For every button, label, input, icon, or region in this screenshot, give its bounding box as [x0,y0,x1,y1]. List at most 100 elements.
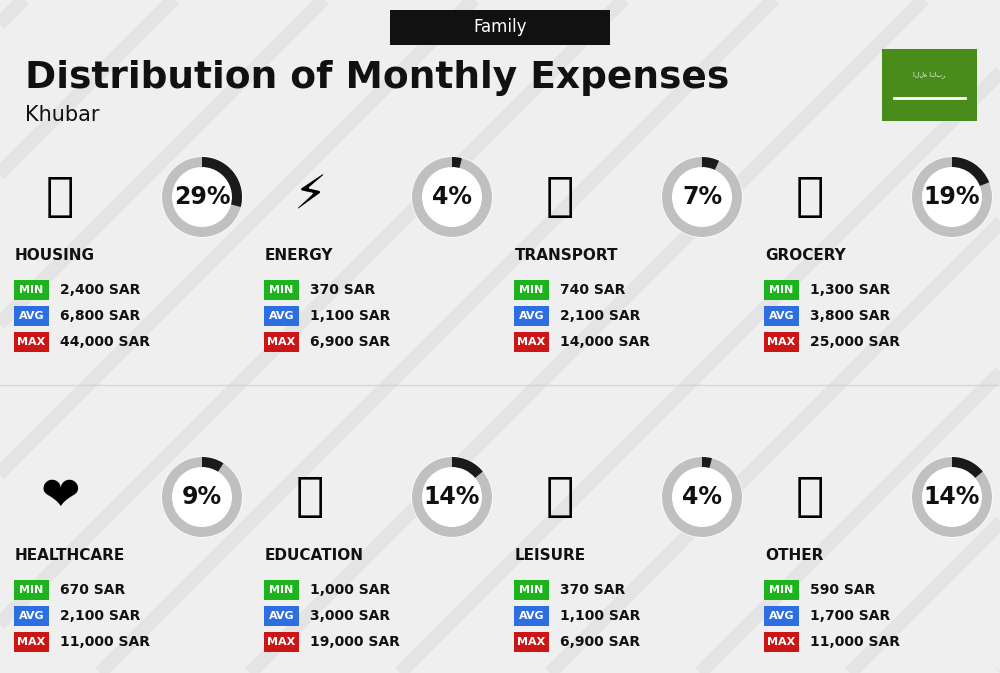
FancyBboxPatch shape [764,632,799,651]
FancyBboxPatch shape [514,280,549,299]
Text: 14%: 14% [424,485,480,509]
Polygon shape [162,157,242,237]
Text: MIN: MIN [19,285,44,295]
Wedge shape [202,157,242,207]
Text: 11,000 SAR: 11,000 SAR [810,635,900,649]
Text: 3,000 SAR: 3,000 SAR [310,609,390,623]
Text: MIN: MIN [269,285,294,295]
Wedge shape [412,457,492,537]
Text: 14,000 SAR: 14,000 SAR [560,335,650,349]
FancyBboxPatch shape [264,580,299,600]
Text: 1,700 SAR: 1,700 SAR [810,609,890,623]
FancyBboxPatch shape [514,332,549,352]
Text: 1,100 SAR: 1,100 SAR [310,309,390,323]
FancyBboxPatch shape [514,306,549,326]
Text: EDUCATION: EDUCATION [265,548,364,563]
FancyBboxPatch shape [14,606,49,626]
FancyBboxPatch shape [390,10,610,45]
FancyBboxPatch shape [764,580,799,600]
Text: 6,900 SAR: 6,900 SAR [310,335,390,349]
Text: TRANSPORT: TRANSPORT [515,248,618,262]
FancyBboxPatch shape [764,332,799,352]
Text: MIN: MIN [519,585,544,595]
Text: 7%: 7% [682,185,722,209]
Text: MIN: MIN [769,285,794,295]
Wedge shape [412,157,492,237]
Text: 🚌: 🚌 [546,174,574,219]
FancyBboxPatch shape [264,332,299,352]
Wedge shape [662,157,742,237]
Text: 9%: 9% [182,485,222,509]
Text: 2,400 SAR: 2,400 SAR [60,283,140,297]
FancyBboxPatch shape [764,280,799,299]
Text: 19%: 19% [924,185,980,209]
Text: HOUSING: HOUSING [15,248,95,262]
Wedge shape [162,457,242,537]
Text: 1,100 SAR: 1,100 SAR [560,609,640,623]
Text: MIN: MIN [519,285,544,295]
FancyBboxPatch shape [264,306,299,326]
Wedge shape [452,157,462,168]
Text: MAX: MAX [267,337,296,347]
Text: 2,100 SAR: 2,100 SAR [560,309,640,323]
Polygon shape [412,457,492,537]
Text: 19,000 SAR: 19,000 SAR [310,635,400,649]
Wedge shape [912,157,992,237]
Text: Khubar: Khubar [25,105,100,125]
Text: MAX: MAX [517,637,546,647]
Wedge shape [702,157,719,170]
Text: MIN: MIN [269,585,294,595]
FancyBboxPatch shape [14,632,49,651]
Polygon shape [162,457,242,537]
Text: OTHER: OTHER [765,548,823,563]
Text: AVG: AVG [769,611,794,621]
Wedge shape [952,457,983,478]
Text: HEALTHCARE: HEALTHCARE [15,548,125,563]
Text: MAX: MAX [767,637,796,647]
Text: 29%: 29% [174,185,230,209]
Text: 11,000 SAR: 11,000 SAR [60,635,150,649]
Text: ⚡: ⚡ [293,174,327,219]
Text: GROCERY: GROCERY [765,248,846,262]
Text: 6,800 SAR: 6,800 SAR [60,309,140,323]
FancyBboxPatch shape [264,632,299,651]
Text: ❤: ❤ [40,474,80,520]
Text: AVG: AVG [769,311,794,321]
Text: 6,900 SAR: 6,900 SAR [560,635,640,649]
Text: 3,800 SAR: 3,800 SAR [810,309,890,323]
Wedge shape [952,157,989,186]
Text: MAX: MAX [517,337,546,347]
Text: 🏢: 🏢 [46,174,74,219]
Polygon shape [662,157,742,237]
FancyBboxPatch shape [14,332,49,352]
Wedge shape [912,457,992,537]
Wedge shape [702,457,712,468]
Polygon shape [912,157,992,237]
Text: 🛍: 🛍 [796,174,824,219]
FancyBboxPatch shape [882,49,977,121]
Text: 25,000 SAR: 25,000 SAR [810,335,900,349]
Text: 2,100 SAR: 2,100 SAR [60,609,140,623]
Text: MIN: MIN [19,585,44,595]
Text: Distribution of Monthly Expenses: Distribution of Monthly Expenses [25,60,729,96]
Text: AVG: AVG [519,611,544,621]
Text: MAX: MAX [267,637,296,647]
Text: 1,000 SAR: 1,000 SAR [310,583,390,597]
Text: 14%: 14% [924,485,980,509]
Text: 670 SAR: 670 SAR [60,583,125,597]
Text: 44,000 SAR: 44,000 SAR [60,335,150,349]
Text: 4%: 4% [682,485,722,509]
FancyBboxPatch shape [764,306,799,326]
Text: 4%: 4% [432,185,472,209]
Wedge shape [202,457,223,472]
Text: 🛍: 🛍 [546,474,574,520]
Text: 740 SAR: 740 SAR [560,283,625,297]
Text: AVG: AVG [19,311,44,321]
Text: MAX: MAX [17,337,46,347]
FancyBboxPatch shape [514,580,549,600]
Text: MIN: MIN [769,585,794,595]
Text: AVG: AVG [19,611,44,621]
Text: 👜: 👜 [796,474,824,520]
Text: الله اكبر: الله اكبر [913,71,946,77]
Text: AVG: AVG [519,311,544,321]
